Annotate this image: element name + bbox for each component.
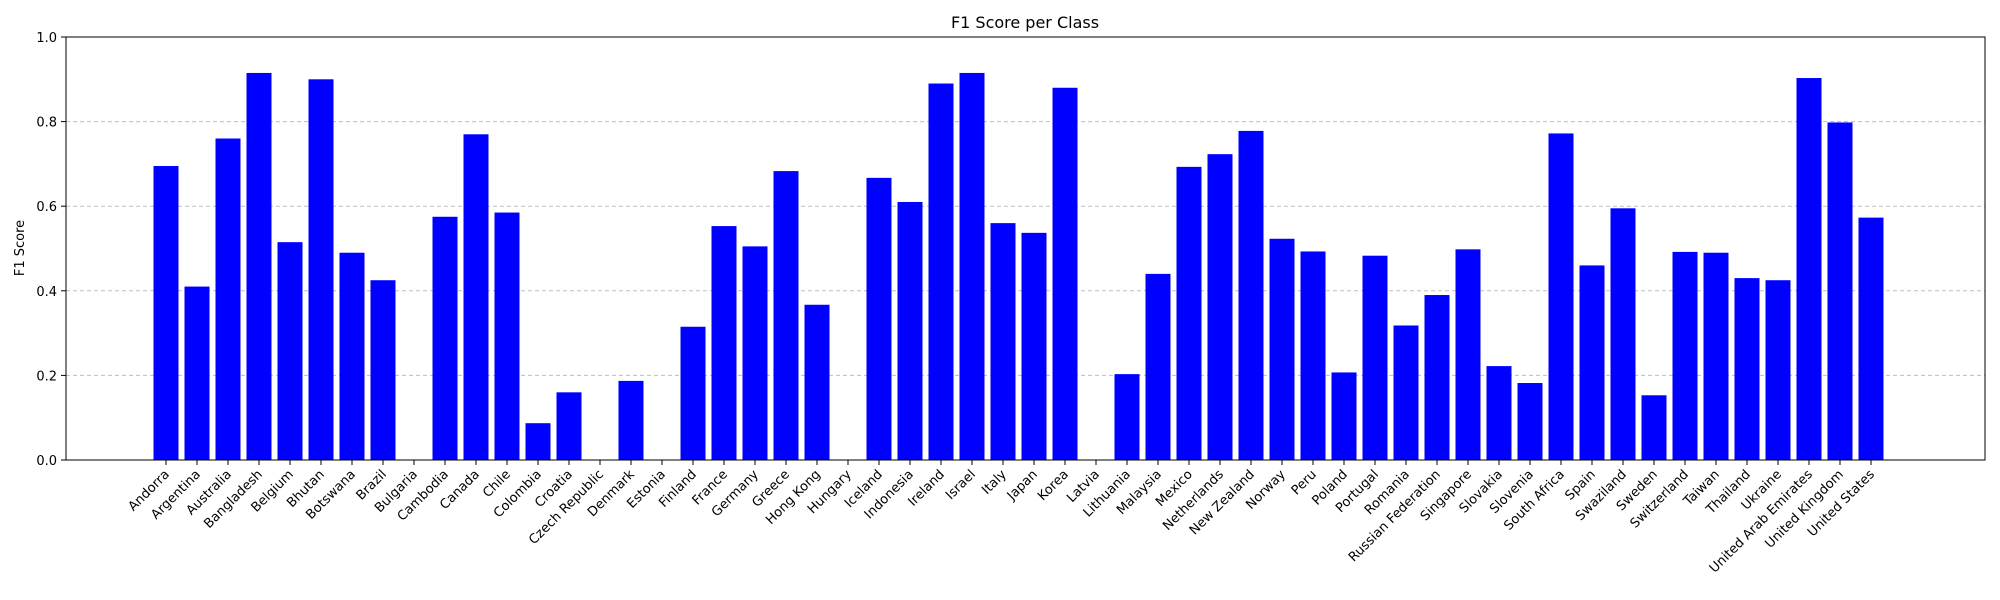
bar	[246, 72, 272, 460]
bar	[1300, 251, 1326, 460]
x-axis-ticks: AndorraArgentinaAustraliaBangladeshBelgi…	[126, 460, 1878, 576]
bar	[1145, 273, 1171, 460]
bar	[1517, 383, 1543, 460]
bar	[184, 286, 210, 460]
x-tick-label: Japan	[1004, 467, 1041, 504]
plot-frame	[65, 36, 1986, 461]
bar	[1331, 372, 1357, 460]
bar	[1021, 232, 1047, 460]
bar	[1393, 325, 1419, 460]
bar	[463, 134, 489, 461]
bar	[1176, 166, 1202, 460]
bar	[804, 304, 830, 460]
bar	[1486, 366, 1512, 460]
bar	[959, 72, 985, 460]
bar	[1238, 130, 1264, 460]
bar	[711, 226, 737, 460]
y-tick-label: 0.0	[36, 454, 57, 469]
bar	[1610, 208, 1636, 460]
bar	[308, 79, 334, 461]
bar	[525, 423, 551, 460]
bar	[1114, 374, 1140, 460]
bar	[432, 216, 458, 460]
bar	[897, 201, 923, 460]
bar	[556, 392, 582, 460]
bar	[928, 83, 954, 460]
bar	[680, 326, 706, 460]
bar	[339, 252, 365, 460]
x-tick-label: Israel	[943, 467, 979, 503]
bar	[1734, 278, 1760, 460]
bar	[773, 171, 799, 460]
chart-title: F1 Score per Class	[951, 13, 1099, 32]
y-tick-label: 0.2	[36, 369, 57, 384]
bar	[1424, 295, 1450, 460]
bar	[1579, 265, 1605, 460]
y-axis-ticks: 0.0 0.2 0.4 0.6 0.8 1.0	[36, 31, 66, 469]
bar	[1269, 238, 1295, 460]
bar	[1641, 395, 1667, 460]
bar	[153, 166, 179, 460]
bar	[494, 212, 520, 460]
bar	[1548, 133, 1574, 460]
bar	[1052, 87, 1078, 460]
bar	[1703, 252, 1729, 460]
y-tick-label: 0.6	[36, 200, 57, 215]
y-tick-label: 0.4	[36, 285, 57, 300]
bar	[277, 242, 303, 460]
bar	[1796, 78, 1822, 460]
bars	[153, 72, 1884, 461]
bar	[1362, 255, 1388, 460]
bar	[1207, 154, 1233, 460]
bar	[990, 223, 1016, 460]
bar	[742, 246, 768, 460]
bar	[370, 280, 396, 460]
bar	[866, 177, 892, 460]
bar	[1858, 217, 1884, 460]
bar	[1672, 251, 1698, 460]
bar	[1827, 122, 1853, 461]
bar	[1765, 280, 1791, 460]
y-tick-label: 1.0	[36, 31, 57, 46]
bar	[618, 380, 644, 460]
y-tick-label: 0.8	[36, 116, 57, 131]
y-axis-label: F1 Score	[13, 220, 28, 276]
bar	[215, 138, 241, 460]
bar	[1455, 249, 1481, 460]
